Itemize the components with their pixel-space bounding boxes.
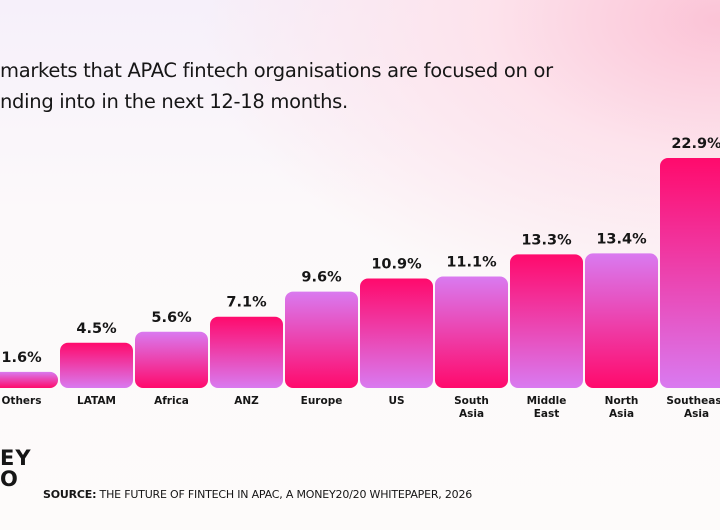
value-label: 10.9% — [371, 257, 422, 273]
source-text: THE FUTURE OF FINTECH IN APAC, A MONEY20… — [96, 488, 473, 501]
category-label: South — [454, 395, 489, 407]
category-label: US — [388, 395, 404, 407]
bar-north-asia — [585, 253, 658, 388]
bar-southeast-asia — [660, 158, 720, 388]
title-line-2: nding into in the next 12-18 months. — [0, 90, 348, 113]
value-label: 13.3% — [521, 232, 572, 248]
category-label: North — [605, 395, 639, 407]
bar-others — [0, 371, 58, 388]
source-note: SOURCE: THE FUTURE OF FINTECH IN APAC, A… — [43, 488, 472, 501]
category-label: Middle — [527, 395, 567, 407]
chart-title: markets that APAC fintech organisations … — [0, 55, 553, 117]
value-label: 9.6% — [301, 270, 342, 286]
category-label: Asia — [684, 408, 709, 420]
logo-line-1: EY — [0, 446, 32, 470]
bar-us — [360, 278, 433, 388]
value-label: 22.9% — [671, 136, 720, 152]
category-label: Asia — [609, 408, 634, 420]
bar-anz — [210, 316, 283, 388]
category-label: Europe — [301, 395, 343, 407]
bar-south-asia — [435, 276, 508, 388]
category-label: Others — [2, 395, 42, 407]
category-label: LATAM — [77, 395, 116, 407]
bar-middle-east — [510, 254, 583, 388]
bar-africa — [135, 331, 208, 388]
bar-europe — [285, 291, 358, 388]
category-label: East — [534, 408, 560, 420]
value-label: 4.5% — [76, 321, 117, 337]
category-label: Southeast — [666, 395, 720, 407]
bar-latam — [60, 342, 133, 388]
source-label: SOURCE: — [43, 488, 97, 501]
value-label: 1.6% — [1, 350, 42, 366]
value-label: 11.1% — [446, 255, 497, 271]
value-label: 13.4% — [596, 231, 647, 247]
money2020-logo: EY O — [0, 448, 32, 490]
category-label: ANZ — [234, 395, 259, 407]
category-label: Asia — [459, 408, 484, 420]
value-label: 5.6% — [151, 310, 192, 326]
title-line-1: markets that APAC fintech organisations … — [0, 59, 553, 82]
value-label: 7.1% — [226, 295, 267, 311]
category-label: Africa — [154, 395, 189, 407]
logo-line-2: O — [0, 467, 19, 491]
